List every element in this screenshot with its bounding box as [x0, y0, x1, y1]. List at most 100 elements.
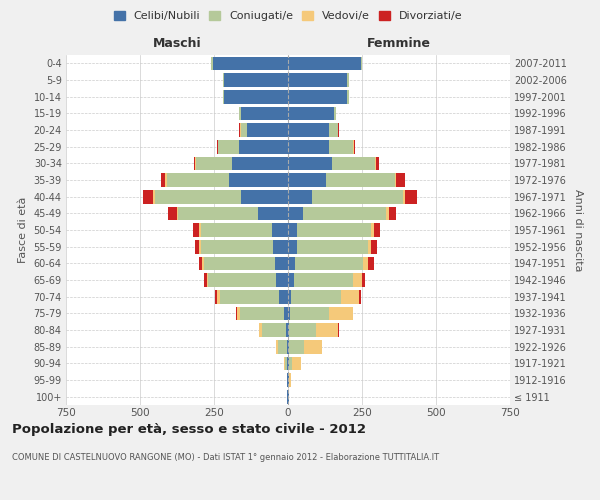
- Bar: [334, 106, 336, 120]
- Bar: [278, 340, 287, 353]
- Bar: [199, 223, 200, 237]
- Bar: [376, 156, 379, 170]
- Bar: [275, 256, 288, 270]
- Bar: [287, 340, 288, 353]
- Bar: [203, 273, 206, 287]
- Bar: [338, 323, 339, 337]
- Bar: [223, 90, 224, 104]
- Bar: [288, 140, 329, 153]
- Text: COMUNE DI CASTELNUOVO RANGONE (MO) - Dati ISTAT 1° gennaio 2012 - Elaborazione T: COMUNE DI CASTELNUOVO RANGONE (MO) - Dat…: [12, 452, 439, 462]
- Bar: [239, 140, 288, 153]
- Bar: [224, 73, 288, 87]
- Bar: [329, 123, 338, 137]
- Bar: [241, 190, 288, 203]
- Bar: [215, 290, 217, 304]
- Bar: [288, 56, 361, 70]
- Text: Maschi: Maschi: [152, 37, 202, 50]
- Bar: [273, 240, 288, 254]
- Bar: [292, 356, 301, 370]
- Bar: [178, 206, 259, 220]
- Bar: [208, 273, 276, 287]
- Bar: [287, 356, 288, 370]
- Bar: [289, 356, 292, 370]
- Bar: [371, 223, 374, 237]
- Bar: [294, 273, 353, 287]
- Bar: [161, 173, 165, 187]
- Bar: [241, 123, 247, 137]
- Bar: [303, 206, 386, 220]
- Bar: [220, 290, 279, 304]
- Bar: [193, 223, 199, 237]
- Bar: [195, 240, 199, 254]
- Bar: [311, 190, 403, 203]
- Bar: [206, 273, 208, 287]
- Bar: [200, 240, 273, 254]
- Bar: [203, 256, 275, 270]
- Bar: [286, 323, 288, 337]
- Bar: [395, 173, 396, 187]
- Text: Popolazione per età, sesso e stato civile - 2012: Popolazione per età, sesso e stato civil…: [12, 422, 366, 436]
- Bar: [154, 190, 155, 203]
- Bar: [241, 106, 288, 120]
- Bar: [276, 340, 278, 353]
- Bar: [259, 206, 288, 220]
- Bar: [218, 140, 239, 153]
- Bar: [389, 206, 396, 220]
- Bar: [289, 340, 304, 353]
- Bar: [224, 90, 288, 104]
- Bar: [288, 190, 311, 203]
- Bar: [199, 256, 202, 270]
- Bar: [288, 240, 297, 254]
- Bar: [168, 206, 177, 220]
- Bar: [329, 140, 353, 153]
- Bar: [405, 190, 417, 203]
- Bar: [289, 323, 316, 337]
- Bar: [304, 340, 322, 353]
- Bar: [200, 223, 272, 237]
- Bar: [326, 173, 395, 187]
- Bar: [295, 256, 364, 270]
- Bar: [368, 240, 371, 254]
- Bar: [288, 106, 334, 120]
- Bar: [347, 90, 349, 104]
- Bar: [341, 290, 359, 304]
- Bar: [288, 306, 290, 320]
- Bar: [353, 273, 362, 287]
- Text: Femmine: Femmine: [367, 37, 431, 50]
- Bar: [165, 173, 167, 187]
- Bar: [262, 323, 286, 337]
- Bar: [329, 306, 353, 320]
- Bar: [279, 290, 288, 304]
- Bar: [359, 290, 361, 304]
- Bar: [288, 290, 291, 304]
- Bar: [354, 140, 355, 153]
- Bar: [236, 306, 237, 320]
- Bar: [288, 123, 329, 137]
- Bar: [202, 256, 203, 270]
- Y-axis label: Anni di nascita: Anni di nascita: [572, 188, 583, 271]
- Bar: [288, 223, 297, 237]
- Bar: [284, 306, 288, 320]
- Bar: [396, 173, 405, 187]
- Bar: [288, 206, 303, 220]
- Bar: [288, 340, 289, 353]
- Bar: [232, 156, 288, 170]
- Bar: [247, 123, 288, 137]
- Bar: [403, 190, 405, 203]
- Bar: [196, 156, 232, 170]
- Bar: [288, 356, 289, 370]
- Bar: [199, 240, 200, 254]
- Bar: [212, 56, 288, 70]
- Bar: [143, 190, 154, 203]
- Bar: [364, 256, 368, 270]
- Bar: [276, 273, 288, 287]
- Bar: [297, 223, 371, 237]
- Bar: [285, 356, 287, 370]
- Bar: [374, 223, 380, 237]
- Bar: [316, 323, 338, 337]
- Bar: [217, 290, 220, 304]
- Bar: [386, 206, 389, 220]
- Bar: [211, 56, 212, 70]
- Bar: [239, 106, 241, 120]
- Bar: [229, 173, 288, 187]
